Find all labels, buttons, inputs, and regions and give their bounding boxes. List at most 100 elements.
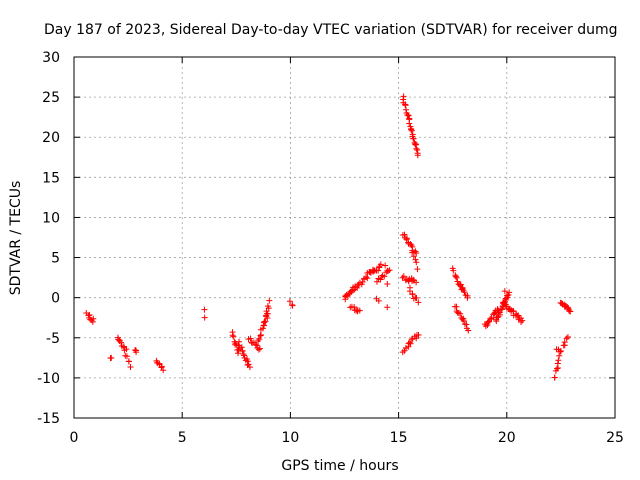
grid-lines [74,57,615,418]
data-point [156,360,163,367]
y-tick-label: 20 [42,130,60,146]
data-point [414,266,421,273]
data-point [364,275,371,282]
data-point [356,307,363,314]
data-point [410,295,417,302]
data-point [239,347,246,354]
data-point [412,256,419,263]
data-point [413,279,420,286]
y-tick-label: 0 [51,291,60,307]
data-point [454,278,461,285]
data-point [558,299,565,306]
data-point [504,292,511,299]
data-point [384,304,391,311]
data-point [412,141,419,148]
data-point [264,303,271,310]
data-point [258,331,265,338]
data-point [160,367,167,374]
data-point [118,339,125,346]
data-point [457,310,464,317]
data-point [262,318,269,325]
data-point [230,333,237,340]
data-point [551,374,558,381]
data-point [201,314,208,321]
data-point [413,294,420,301]
data-point [501,288,508,295]
data-point [564,333,571,340]
data-point [408,127,415,134]
data-point [556,352,563,359]
data-points [83,93,574,381]
data-point [414,152,421,159]
data-point [518,318,525,325]
data-point [259,325,266,332]
data-point [127,363,134,370]
y-axis-label: SDTVAR / TECUs [8,181,24,296]
data-point [567,308,574,315]
data-point [409,249,416,256]
data-point [519,317,526,324]
data-point [256,336,263,343]
data-point [245,361,252,368]
data-point [201,306,208,313]
data-point [561,339,568,346]
y-tick-label: 30 [42,50,60,66]
data-point [555,357,562,364]
data-point [375,267,382,274]
data-point [409,291,416,298]
data-point [460,317,467,324]
y-tick-label: 5 [51,251,60,267]
data-point [455,309,462,316]
x-tick-label: 20 [498,430,516,446]
data-point [238,344,245,351]
data-point [252,341,259,348]
data-point [406,120,413,127]
data-point [506,289,513,296]
data-point [386,267,393,274]
data-point [351,304,358,311]
y-tick-label: -15 [37,411,60,427]
data-point [255,346,262,353]
y-tick-label: 25 [42,90,60,106]
data-point [123,353,130,360]
data-point [266,297,273,304]
data-point [401,231,408,238]
data-point [413,145,420,152]
x-axis-label: GPS time / hours [281,458,398,474]
data-point [235,350,242,357]
data-point [555,346,562,353]
data-point [381,273,388,280]
data-point [415,332,422,339]
data-point [359,279,366,286]
x-tick-label: 5 [178,430,187,446]
data-point [289,302,296,309]
y-tick-label: -10 [37,371,60,387]
data-point [457,281,464,288]
x-tick-label: 0 [70,430,79,446]
data-point [410,135,417,142]
data-point [158,363,165,370]
data-point [89,318,96,325]
data-point [465,327,472,334]
data-point [108,354,115,361]
data-point [373,278,380,285]
y-tick-label: -5 [46,331,60,347]
data-point [123,346,130,353]
data-point [247,335,254,342]
data-point [240,351,247,358]
data-point [253,342,260,349]
chart-title: Day 187 of 2023, Sidereal Day-to-day VTE… [44,22,618,38]
data-point [453,274,460,281]
data-point [257,332,264,339]
data-point [403,235,410,242]
data-point [415,299,422,306]
axis-ticks [73,56,616,419]
x-tick-label: 15 [390,430,408,446]
y-tick-label: 10 [42,210,60,226]
data-point [363,274,370,281]
data-point [488,316,495,323]
data-point [452,273,459,280]
data-point [375,297,382,304]
data-point [414,146,421,153]
